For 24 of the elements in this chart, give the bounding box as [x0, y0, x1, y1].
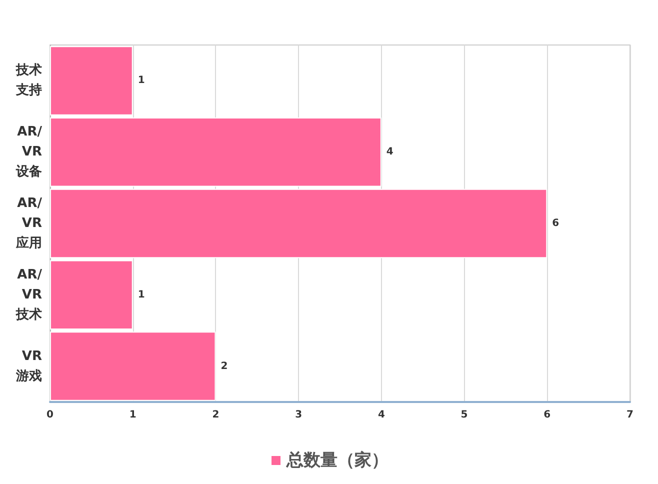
y-tick-label: 技术支持: [15, 63, 42, 98]
y-tick-label: AR/VR应用: [15, 196, 42, 251]
y-tick-label: VR游戏: [15, 348, 42, 384]
x-tick-label: 5: [460, 410, 468, 420]
data-label: 1: [138, 75, 145, 86]
x-tick-label: 0: [46, 410, 54, 420]
x-tick-label: 3: [295, 410, 302, 420]
legend-label: 总数量（家）: [286, 450, 388, 470]
y-tick-label: AR/VR设备: [15, 124, 42, 180]
bar: [50, 188, 548, 258]
x-tick-label: 2: [212, 410, 220, 420]
bar: [50, 46, 133, 116]
bar: [50, 332, 216, 401]
bar: [50, 117, 382, 187]
data-label: 2: [220, 360, 228, 372]
x-tick-label: 7: [626, 410, 634, 420]
data-label: 1: [138, 289, 145, 300]
y-tick-label: AR/VR技术: [15, 267, 42, 322]
data-label: 4: [386, 146, 394, 158]
bar: [50, 260, 133, 330]
x-tick-label: 1: [129, 410, 136, 420]
x-tick-label: 6: [544, 410, 551, 420]
data-label: 6: [552, 218, 560, 229]
x-tick-label: 4: [378, 410, 385, 420]
